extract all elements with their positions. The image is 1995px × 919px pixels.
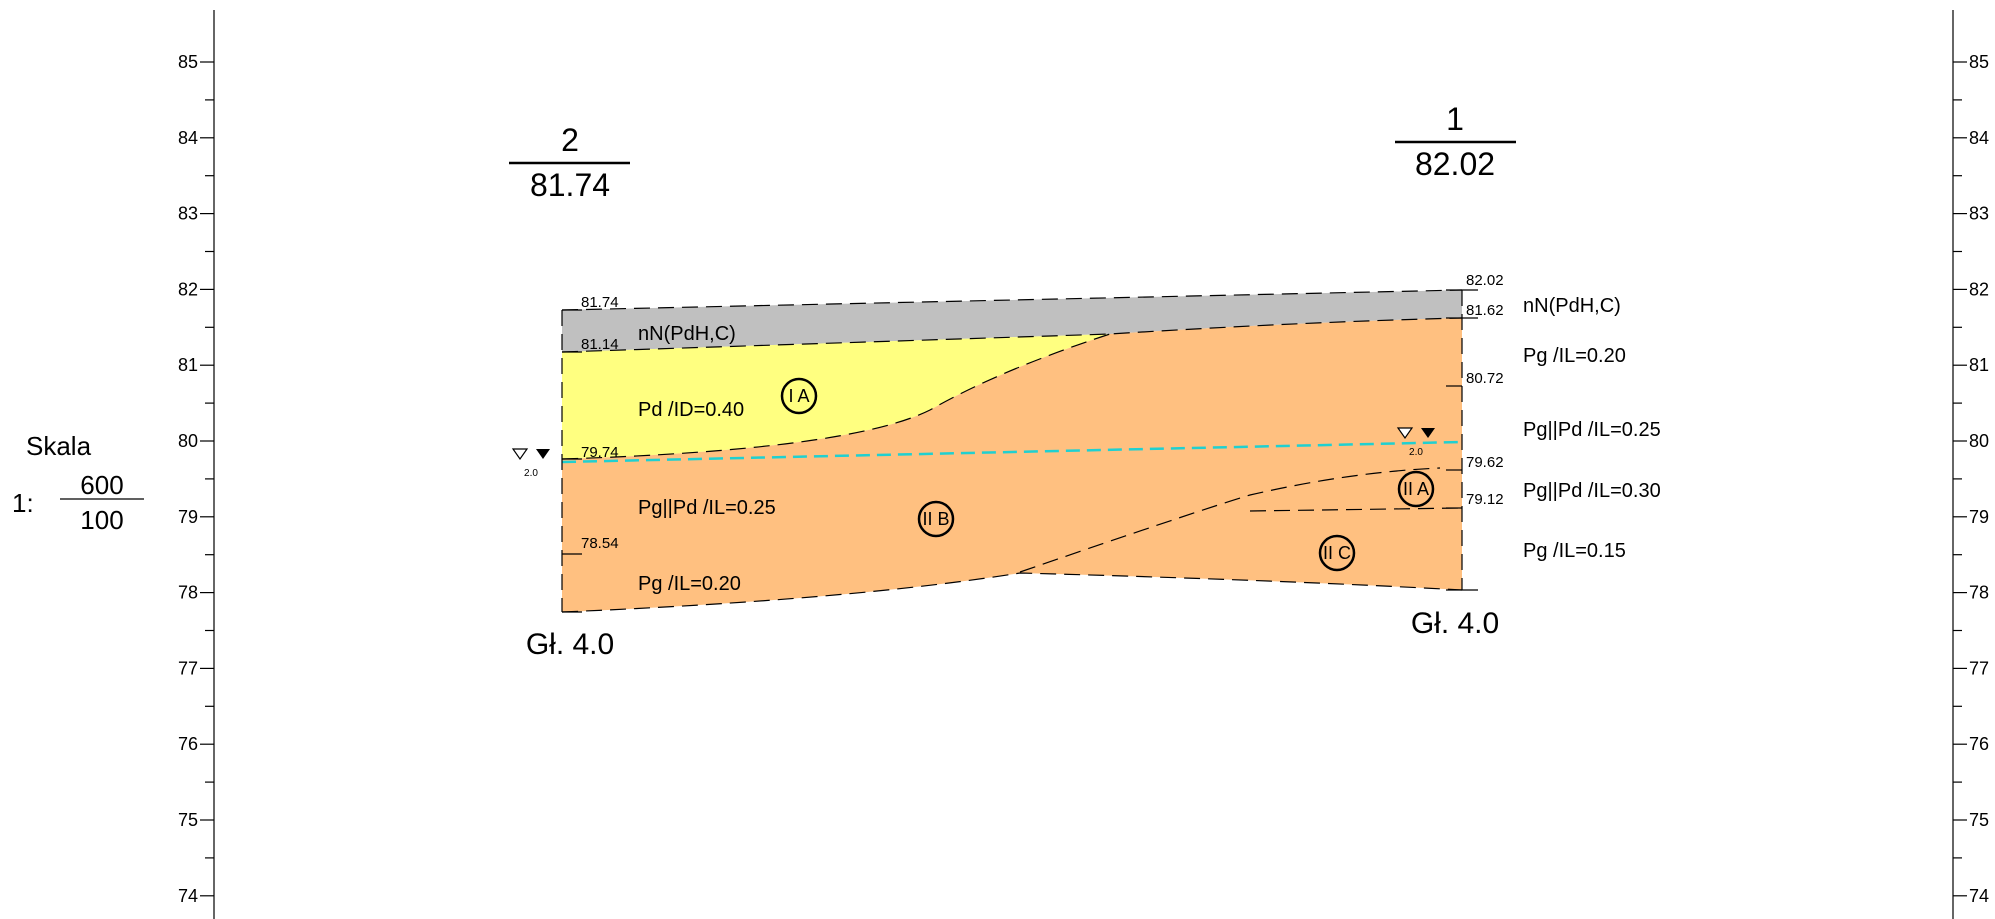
axis-tick-label: 75 [1969,810,1989,830]
soil-layers [562,290,1462,612]
borehole-2-number: 2 [561,122,579,158]
water-table-filled-triangle-icon [1421,428,1435,438]
level-label: 81.74 [581,294,619,311]
bottom-line [561,572,1463,613]
borehole-1-header: 1 82.02 [1395,101,1516,182]
zone-marker-circle [1397,470,1435,508]
axis-tick-label: 84 [178,128,198,148]
layer-label: nN(PdH,C) [638,323,736,345]
right-axis: 85 84 83 82 81 80 79 78 77 76 75 74 [1953,52,1989,906]
zone-marker-circle [917,500,955,538]
scale-block: Skala 1: 600 100 [12,431,144,535]
borehole-1-water-symbol: 2.0 [1396,427,1435,458]
borehole-ticks [562,289,1478,613]
level-label: 81.62 [1466,302,1504,319]
axis-tick-label: 81 [1969,355,1989,375]
level-label: 82.02 [1466,272,1504,289]
layer-labels-right: nN(PdH,C) Pg /IL=0.20 Pg||Pd /IL=0.25 Pg… [1523,295,1661,562]
borehole-2-header: 2 81.74 [509,122,630,203]
clay-boundary-iia [1249,507,1463,512]
level-label: 78.54 [581,535,619,552]
top-surface-line [561,289,1463,311]
axis-tick-label: 76 [1969,734,1989,754]
level-label: 79.12 [1466,491,1504,508]
axis-tick-label: 74 [178,886,198,906]
level-label: 81.14 [581,336,619,353]
scale-denominator: 100 [80,505,123,535]
layer-label: Pg||Pd /IL=0.30 [1523,480,1661,502]
scale-prefix: 1: [12,488,34,518]
zone-marker-label: I A [788,386,809,406]
borehole-2-water-symbol: 2.0 [511,448,550,479]
axis-tick-label: 76 [178,734,198,754]
borehole-columns [561,290,1463,612]
axis-tick-label: 74 [1969,886,1989,906]
axis-tick-label: 78 [1969,583,1989,603]
axis-tick-label: 77 [1969,658,1989,678]
level-label: 80.72 [1466,370,1504,387]
layer-label: Pg /IL=0.15 [1523,540,1626,562]
fill-base-line [561,317,1463,353]
axis-tick-label: 83 [178,204,198,224]
axis-tick-label: 82 [178,279,198,299]
sand-base-line [561,333,1111,460]
water-table-open-triangle-icon [511,448,529,461]
axis-tick-label: 79 [1969,507,1989,527]
axis-tick-label: 85 [178,52,198,72]
axis-tick-label: 80 [1969,431,1989,451]
clay-layer [562,318,1462,612]
layer-label: Pg /IL=0.20 [1523,345,1626,367]
water-table-line [561,440,1463,464]
axis-tick-label: 81 [178,355,198,375]
layer-label: nN(PdH,C) [1523,295,1621,317]
axis-tick-label: 84 [1969,128,1989,148]
borehole-1-depth-label: Gł. 4.0 [1411,607,1499,640]
borehole-1-elevation: 82.02 [1415,146,1495,182]
borehole-2-level-labels: 81.74 81.14 79.74 78.54 [581,294,619,552]
axis-tick-label: 85 [1969,52,1989,72]
level-label: 79.62 [1466,454,1504,471]
layer-label: Pg /IL=0.20 [638,573,741,595]
water-table-filled-triangle-icon [536,449,550,459]
axis-tick-label: 77 [178,658,198,678]
layer-boundaries [561,289,1463,613]
zone-marker-circle [1318,534,1356,572]
borehole-1-level-labels: 82.02 81.62 80.72 79.62 79.12 [1466,272,1504,508]
zone-marker-circle [780,377,818,415]
axis-tick-label: 79 [178,507,198,527]
zone-marker-label: II C [1323,543,1351,563]
layer-labels-left: nN(PdH,C) Pd /ID=0.40 Pg||Pd /IL=0.25 Pg… [638,323,776,595]
borehole-1-number: 1 [1446,101,1464,137]
layer-label: Pd /ID=0.40 [638,399,744,421]
zone-markers: I A II B II A II C [780,377,1435,572]
zone-marker-label: II B [922,509,949,529]
scale-numerator: 600 [80,470,123,500]
axis-tick-label: 83 [1969,204,1989,224]
left-axis: 85 84 83 82 81 80 79 78 77 76 75 74 [178,52,214,906]
water-table-open-triangle-icon [1396,427,1414,440]
layer-label: Pg||Pd /IL=0.25 [1523,419,1661,441]
water-depth-label: 2.0 [524,468,538,479]
sand-layer [562,334,1110,459]
borehole-2-depth-label: Gł. 4.0 [526,628,614,661]
level-label: 79.74 [581,444,619,461]
borehole-2-elevation: 81.74 [530,167,610,203]
clay-boundary-iib-iic [1019,467,1441,573]
axis-tick-label: 80 [178,431,198,451]
scale-title: Skala [26,431,92,461]
water-depth-label: 2.0 [1409,447,1423,458]
layer-label: Pg||Pd /IL=0.25 [638,497,776,519]
axis-tick-label: 75 [178,810,198,830]
axis-tick-label: 78 [178,583,198,603]
axis-tick-label: 82 [1969,279,1989,299]
zone-marker-label: II A [1403,479,1429,499]
